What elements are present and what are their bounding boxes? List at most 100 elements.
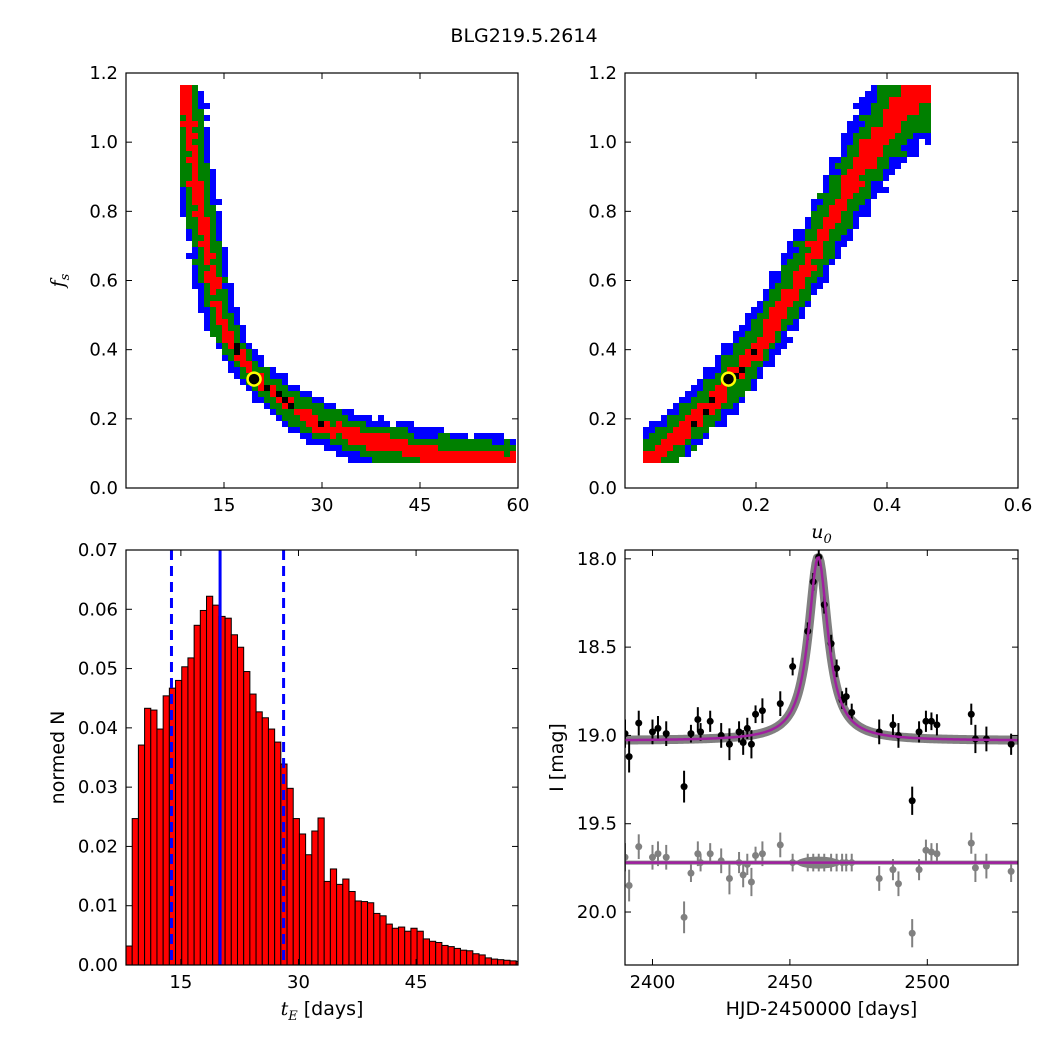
light-curve-plot <box>625 550 1018 948</box>
heatmap-cell <box>847 223 853 229</box>
heatmap-cell <box>234 367 240 373</box>
heatmap-cell <box>276 409 282 415</box>
heatmap-cell <box>210 253 216 259</box>
heatmap-cell <box>865 91 871 97</box>
heatmap-cell <box>763 301 769 307</box>
heatmap-cell <box>667 445 673 451</box>
heatmap-cell <box>847 229 853 235</box>
heatmap-cell <box>198 115 204 121</box>
heatmap-cell <box>721 367 727 373</box>
heatmap-cell <box>853 139 859 145</box>
heatmap-cell <box>198 157 204 163</box>
heatmap-cell <box>829 163 835 169</box>
residual-point <box>982 862 990 870</box>
heatmap-cell <box>288 427 294 433</box>
data-point <box>776 700 784 708</box>
heatmap-cell <box>216 283 222 289</box>
heatmap-cell <box>649 451 655 457</box>
heatmap-cell <box>462 457 468 463</box>
heatmap-cell <box>222 295 228 301</box>
heatmap-cell <box>655 439 661 445</box>
data-point <box>752 710 760 718</box>
heatmap-cell <box>186 85 192 91</box>
heatmap-cell <box>378 415 384 421</box>
heatmap-cell <box>685 397 691 403</box>
heatmap-cell <box>270 391 276 397</box>
heatmap-cell <box>679 397 685 403</box>
data-point <box>743 724 751 732</box>
heatmap-cell <box>408 427 414 433</box>
heatmap-cell <box>210 223 216 229</box>
heatmap-cell <box>751 325 757 331</box>
heatmap-cell <box>919 109 925 115</box>
heatmap-cell <box>679 439 685 445</box>
heatmap-cell <box>727 361 733 367</box>
heatmap-cell <box>216 271 222 277</box>
heatmap-cell <box>697 403 703 409</box>
heatmap-cell <box>889 121 895 127</box>
heatmap-cell <box>312 415 318 421</box>
heatmap-cell <box>288 403 294 409</box>
heatmap-cell <box>667 451 673 457</box>
heatmap-cell <box>180 151 186 157</box>
heatmap-cell <box>889 91 895 97</box>
heatmap-cell <box>348 445 354 451</box>
heatmap-cell <box>492 457 498 463</box>
heatmap-cell <box>504 451 510 457</box>
heatmap-cell <box>216 259 222 265</box>
heatmap-cell <box>733 409 739 415</box>
data-point <box>747 740 755 748</box>
heatmap-cell <box>769 313 775 319</box>
data-point <box>697 728 705 736</box>
heatmap-cell <box>402 421 408 427</box>
heatmap-cell <box>805 235 811 241</box>
heatmap-cell <box>769 355 775 361</box>
residual-point <box>933 850 941 858</box>
heatmap-cell <box>258 385 264 391</box>
heatmap-cell <box>210 259 216 265</box>
heatmap-cell <box>492 445 498 451</box>
heatmap-cell <box>913 103 919 109</box>
heatmap-cell <box>751 367 757 373</box>
heatmap-cell <box>709 421 715 427</box>
heatmap-cell <box>192 139 198 145</box>
heatmap-cell <box>865 151 871 157</box>
best-fit-marker <box>246 371 262 387</box>
heatmap-cell <box>336 415 342 421</box>
heatmap-cell <box>727 409 733 415</box>
histogram-bar <box>484 957 492 965</box>
heatmap-cell <box>859 181 865 187</box>
heatmap-cell <box>883 163 889 169</box>
heatmap-cell <box>432 439 438 445</box>
heatmap-cell <box>300 421 306 427</box>
heatmap-cell <box>745 367 751 373</box>
heatmap-cell <box>198 199 204 205</box>
heatmap-cell <box>486 457 492 463</box>
heatmap-cell <box>661 451 667 457</box>
figure-title: BLG219.5.2614 <box>450 25 597 47</box>
heatmap-cell <box>703 379 709 385</box>
heatmap-cell <box>889 145 895 151</box>
heatmap-cell <box>709 403 715 409</box>
heatmap-cell <box>823 205 829 211</box>
heatmap-cell <box>198 301 204 307</box>
heatmap-cell <box>378 433 384 439</box>
heatmap-cell <box>186 127 192 133</box>
heatmap-cell <box>204 217 210 223</box>
heatmap-cell <box>438 445 444 451</box>
heatmap-cell <box>354 421 360 427</box>
heatmap-cell <box>733 379 739 385</box>
heatmap-cell <box>805 217 811 223</box>
heatmap-cell <box>901 127 907 133</box>
heatmap-cell <box>360 451 366 457</box>
heatmap-cell <box>252 385 258 391</box>
heatmap-cell <box>312 439 318 445</box>
heatmap-cell <box>871 151 877 157</box>
heatmap-cell <box>817 205 823 211</box>
heatmap-cell <box>793 271 799 277</box>
heatmap-cell <box>312 433 318 439</box>
heatmap-cell <box>198 133 204 139</box>
heatmap-cell <box>793 247 799 253</box>
heatmap-cell <box>913 85 919 91</box>
heatmap-cell <box>847 217 853 223</box>
